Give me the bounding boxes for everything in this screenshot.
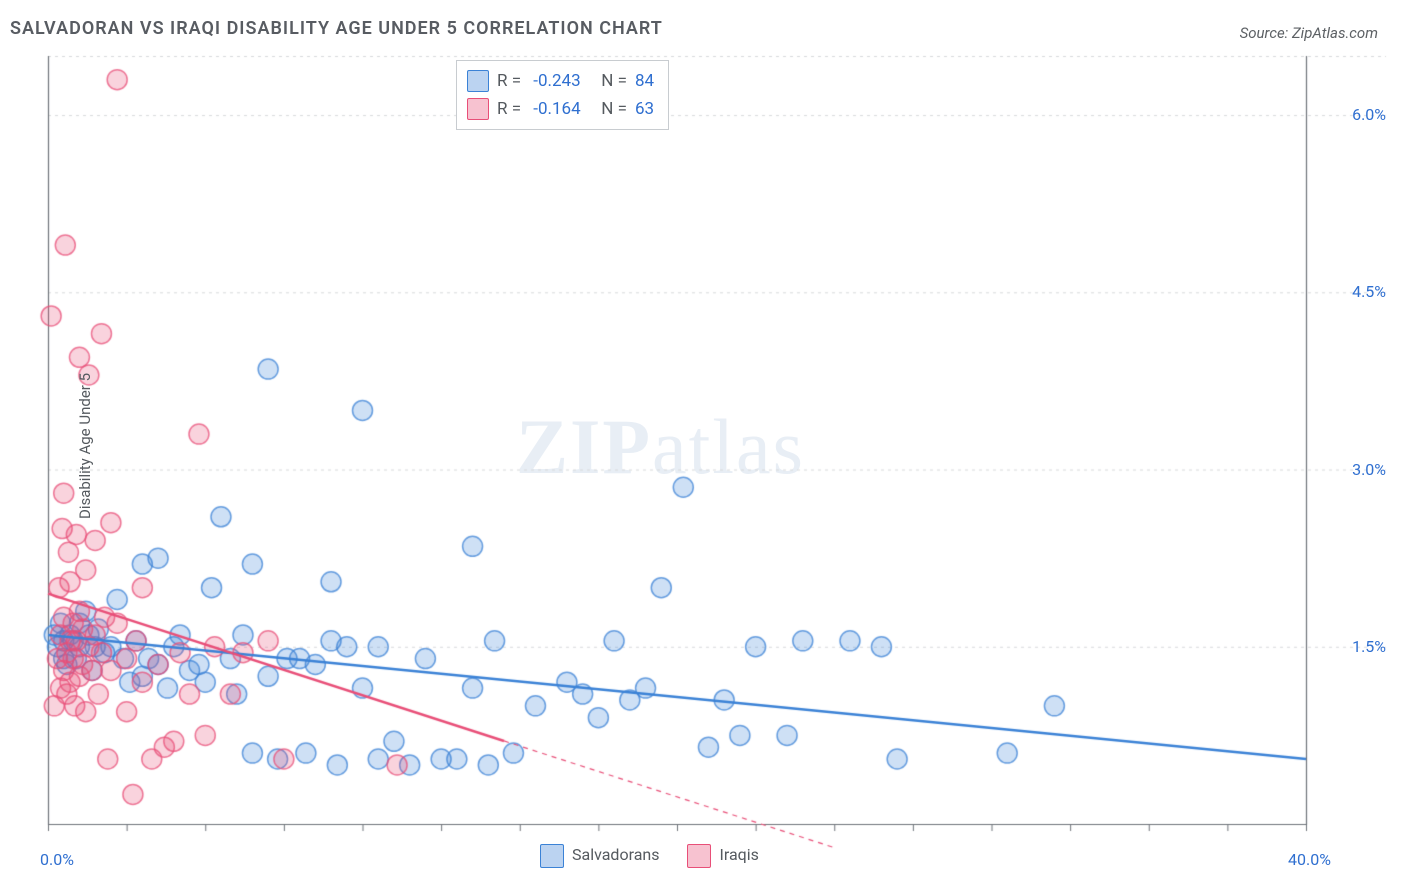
y-tick-label: 6.0%	[1326, 105, 1386, 124]
legend-bottom: Salvadorans Iraqis	[540, 844, 759, 868]
legend-item-salvadorans: Salvadorans	[540, 844, 659, 868]
scatter-chart-canvas	[0, 0, 1406, 892]
correlation-row-salvadorans: R = -0.243 N = 84	[467, 67, 654, 95]
y-tick-label: 4.5%	[1326, 282, 1386, 301]
y-axis-label: Disability Age Under 5	[76, 373, 94, 519]
correlation-stats-box: R = -0.243 N = 84 R = -0.164 N = 63	[456, 60, 669, 130]
y-tick-label: 3.0%	[1326, 460, 1386, 479]
y-tick-label: 1.5%	[1326, 637, 1386, 656]
x-axis-min-label: 0.0%	[40, 850, 74, 869]
x-axis-max-label: 40.0%	[1288, 850, 1331, 869]
correlation-row-iraqis: R = -0.164 N = 63	[467, 95, 654, 123]
legend-item-iraqis: Iraqis	[687, 844, 758, 868]
